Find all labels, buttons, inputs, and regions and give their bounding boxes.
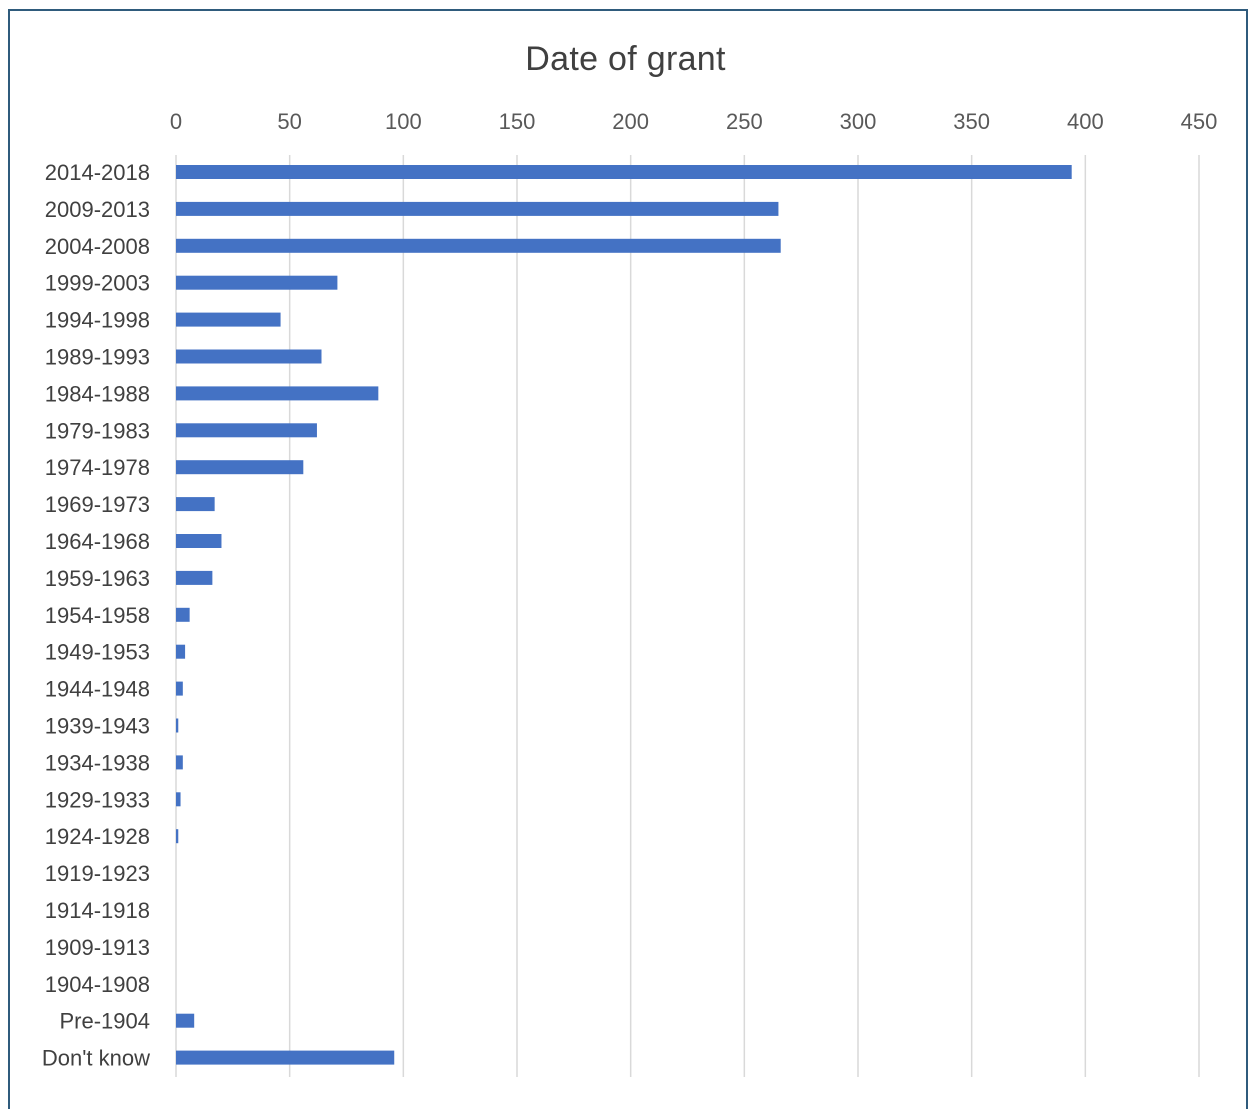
chart-frame (8, 9, 1248, 1109)
bar-2004-2008 (176, 238, 781, 253)
category-label: 1979-1983 (45, 418, 150, 443)
category-label: 1919-1923 (45, 861, 150, 886)
bar-pre-1904 (176, 1013, 195, 1028)
category-label: 1944-1948 (45, 677, 150, 702)
category-label: 1959-1963 (45, 566, 150, 591)
category-label: 1969-1973 (45, 492, 150, 517)
x-tick-label: 450 (1181, 109, 1218, 134)
bar-1979-1983 (176, 423, 317, 438)
bar-1944-1948 (176, 681, 183, 696)
bar-1949-1953 (176, 644, 186, 659)
x-tick-label: 200 (612, 109, 649, 134)
bars (176, 165, 1072, 1065)
bar-2009-2013 (176, 201, 779, 216)
bar-1964-1968 (176, 534, 222, 548)
category-label: Pre-1904 (59, 1009, 150, 1034)
category-label: 1954-1958 (45, 603, 150, 628)
x-tick-label: 250 (726, 109, 763, 134)
category-label: 1904-1908 (45, 972, 150, 997)
x-tick-label: 50 (277, 109, 301, 134)
category-labels: 2014-2018 2009-2013 2004-2008 1999-2003 1994… (42, 160, 150, 1071)
x-tick-label: 150 (499, 109, 536, 134)
category-label: 1999-2003 (45, 271, 150, 296)
x-axis-ticks: 0 50 100 150 200 250 300 350 400 450 (170, 109, 1217, 134)
bar-1954-1958 (176, 607, 190, 622)
category-label: Don't know (42, 1046, 150, 1071)
x-tick-label: 300 (840, 109, 877, 134)
category-label: 1984-1988 (45, 381, 150, 406)
bar-1924-1928 (176, 829, 179, 844)
bar-2014-2018 (176, 165, 1072, 179)
category-label: 1974-1978 (45, 455, 150, 480)
bar-1974-1978 (176, 460, 304, 475)
bar-1984-1988 (176, 386, 379, 401)
bar-1939-1943 (176, 718, 179, 733)
x-tick-label: 100 (385, 109, 422, 134)
bar-1994-1998 (176, 312, 281, 327)
category-label: 1929-1933 (45, 787, 150, 812)
category-label: 1939-1943 (45, 714, 150, 739)
bar-don-t-know (176, 1050, 395, 1065)
x-tick-label: 0 (170, 109, 182, 134)
category-label: 1964-1968 (45, 529, 150, 554)
category-label: 1989-1993 (45, 345, 150, 370)
category-label: 1909-1913 (45, 935, 150, 960)
x-tick-label: 400 (1067, 109, 1104, 134)
category-label: 1934-1938 (45, 750, 150, 775)
bar-1989-1993 (176, 349, 322, 364)
category-label: 2009-2013 (45, 197, 150, 222)
bar-1999-2003 (176, 275, 338, 290)
bar-1934-1938 (176, 755, 183, 770)
x-tick-label: 350 (953, 109, 990, 134)
chart-title: Date of grant (525, 40, 726, 78)
bar-1959-1963 (176, 570, 213, 585)
gridlines (175, 155, 1200, 1077)
category-label: 1914-1918 (45, 898, 150, 923)
category-label: 1949-1953 (45, 640, 150, 665)
category-label: 1994-1998 (45, 308, 150, 333)
category-label: 1924-1928 (45, 824, 150, 849)
bar-1969-1973 (176, 497, 215, 512)
category-label: 2004-2008 (45, 234, 150, 259)
category-label: 2014-2018 (45, 160, 150, 185)
bar-1929-1933 (176, 792, 181, 807)
